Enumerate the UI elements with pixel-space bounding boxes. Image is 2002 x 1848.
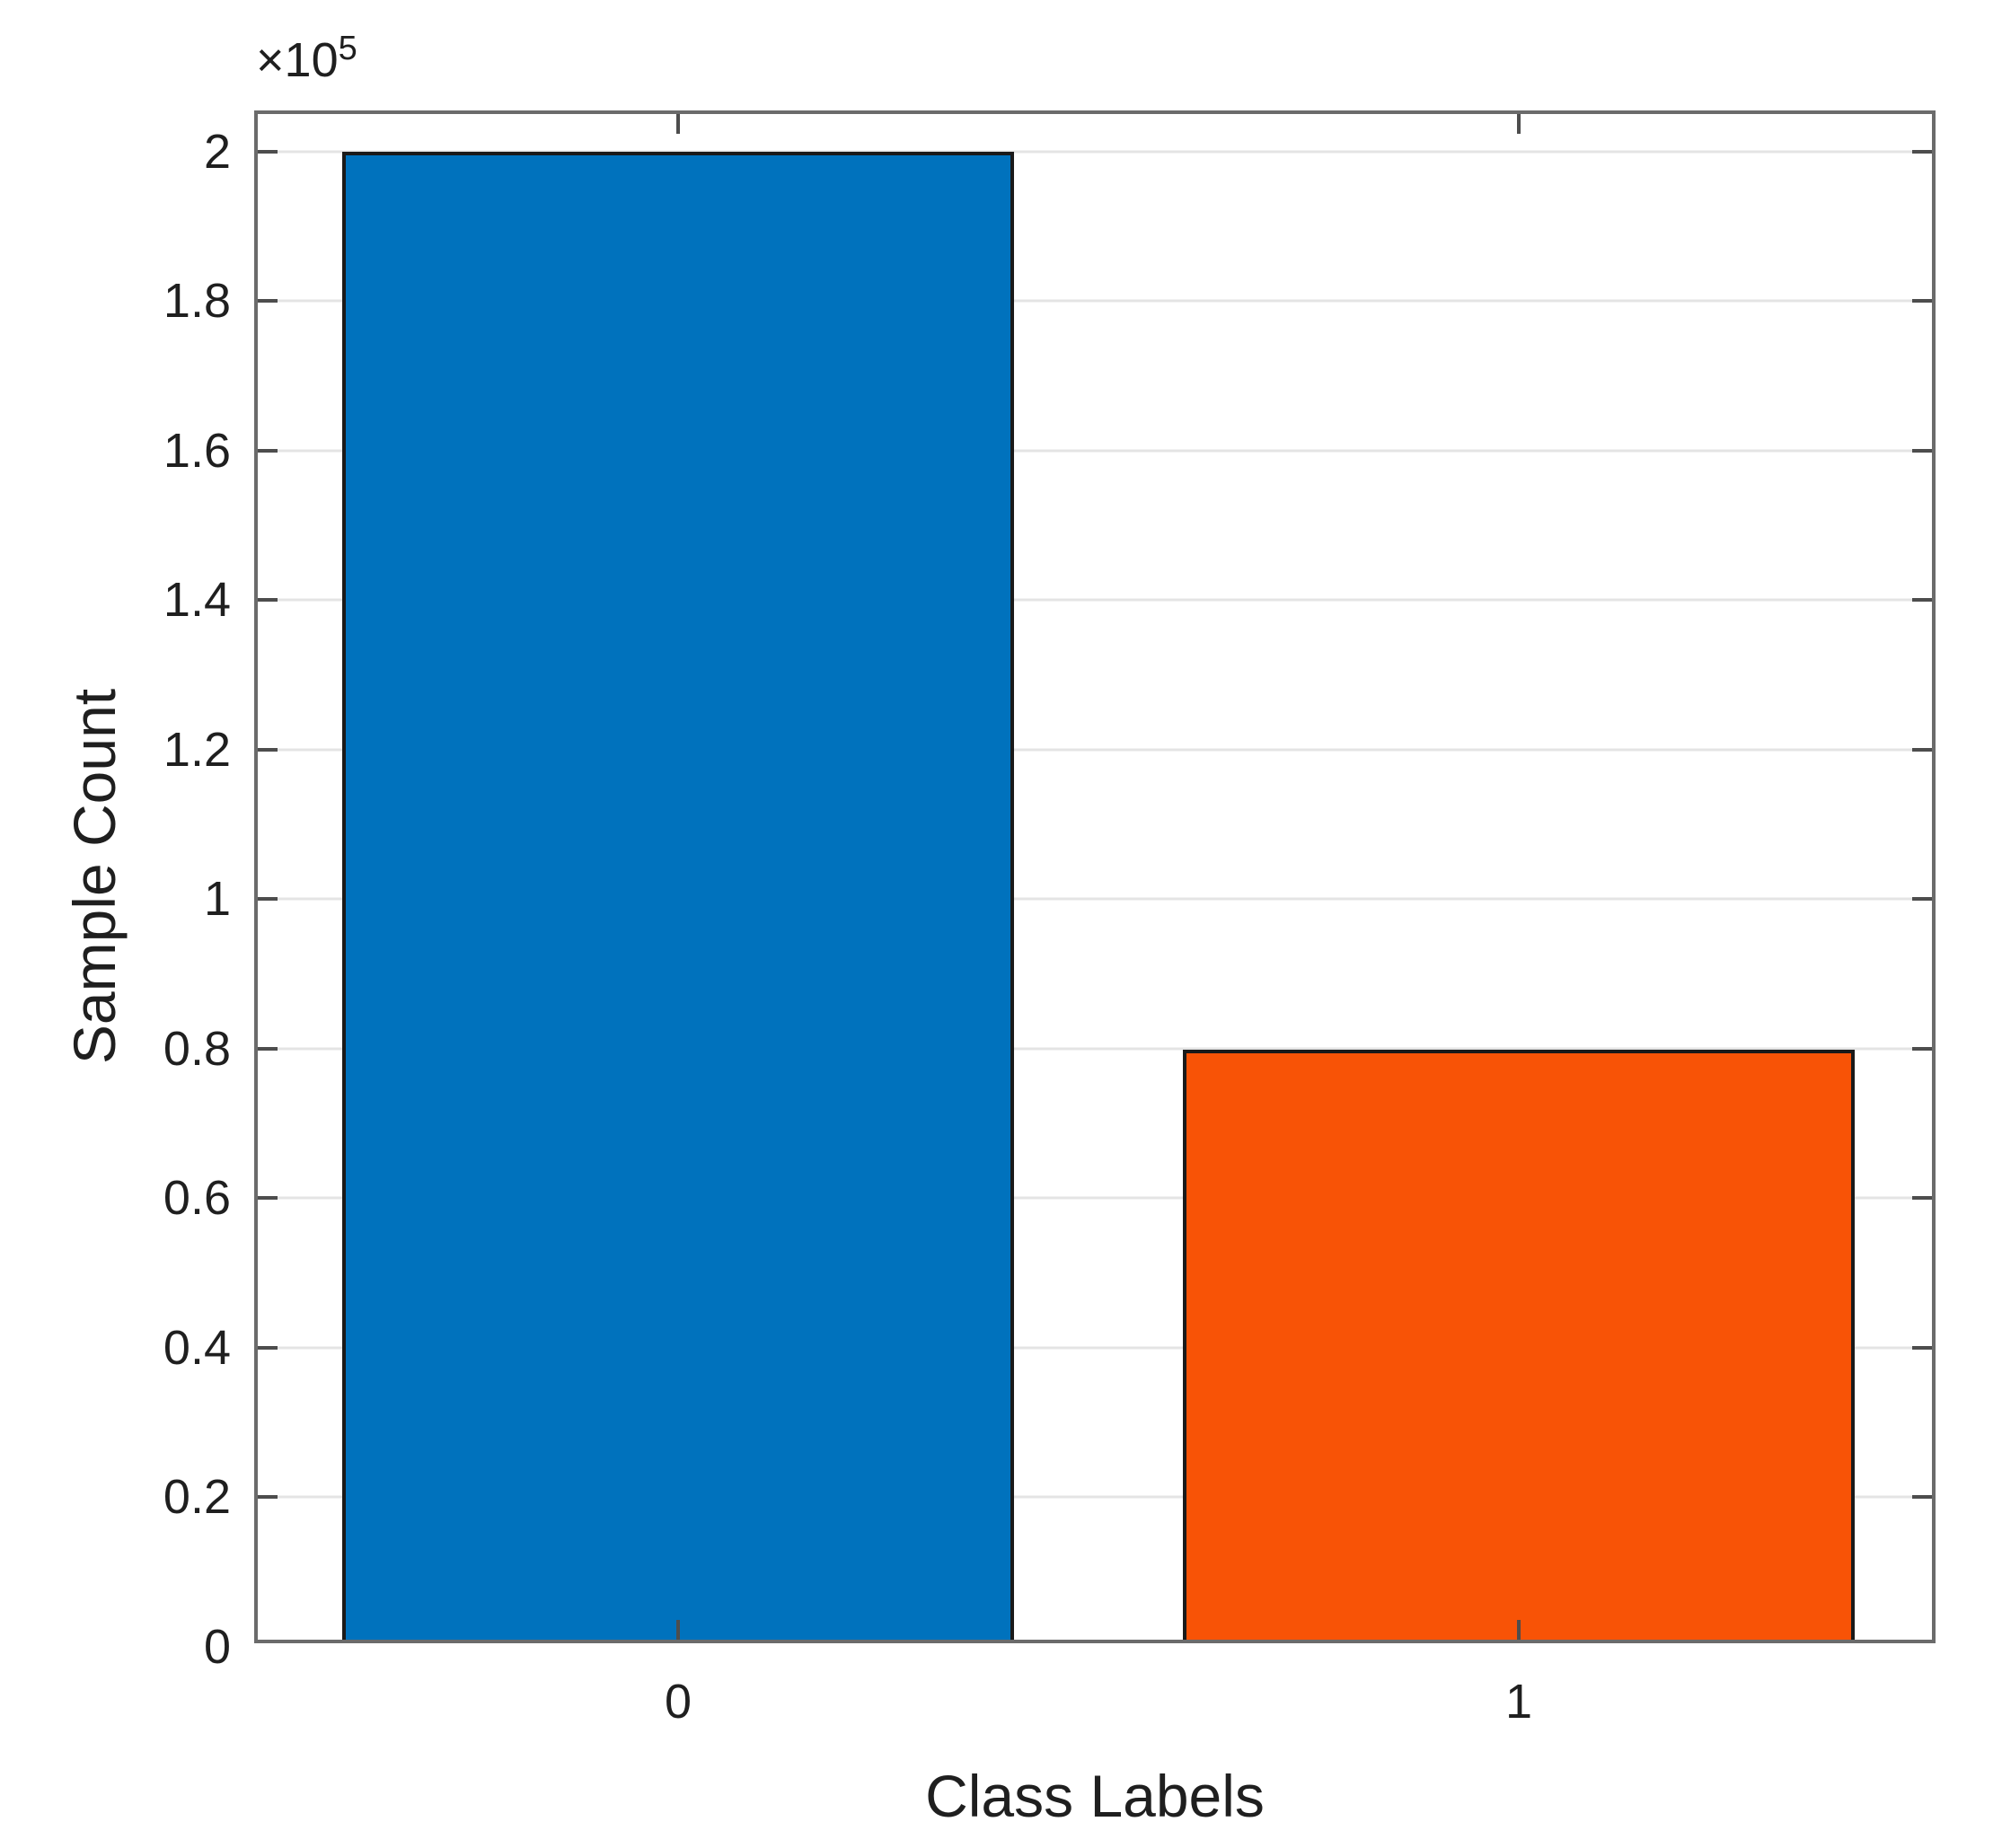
y-gridline [258, 299, 1932, 303]
y-gridline [258, 748, 1932, 752]
y-tick-mark-right [1912, 1196, 1932, 1201]
y-tick-mark-left [258, 747, 278, 752]
y-tick-mark-right [1912, 598, 1932, 603]
y-gridline [258, 1047, 1932, 1051]
y-tick-mark-left [258, 149, 278, 154]
x-tick-mark-bottom [676, 1620, 680, 1640]
y-tick-label: 0.8 [163, 1021, 231, 1076]
y-gridline [258, 150, 1932, 154]
y-axis-multiplier-base: ×10 [256, 33, 339, 87]
y-tick-mark-left [258, 1046, 278, 1051]
y-gridline [258, 1196, 1932, 1200]
x-tick-label: 0 [664, 1675, 692, 1729]
y-tick-label: 0 [203, 1620, 231, 1674]
bar-class-1 [1182, 1050, 1856, 1640]
y-gridline [258, 1346, 1932, 1350]
y-gridline [258, 449, 1932, 453]
y-tick-label: 2 [203, 124, 231, 179]
plot-area: 0 0.2 0.4 0.6 0.8 1 1.2 1.4 1.6 1.8 2 0 1 [163, 110, 1936, 1726]
y-tick-label: 0.2 [163, 1470, 231, 1525]
y-tick-label: 1.8 [163, 274, 231, 329]
y-tick-mark-right [1912, 1046, 1932, 1051]
y-tick-label: 0.4 [163, 1320, 231, 1375]
y-tick-label: 0.6 [163, 1171, 231, 1226]
x-tick-mark-top [676, 114, 680, 134]
y-tick-mark-left [258, 1495, 278, 1500]
y-axis-multiplier-exponent: 5 [338, 30, 357, 67]
y-gridline [258, 1495, 1932, 1499]
y-tick-mark-right [1912, 448, 1932, 453]
x-tick-mark-bottom [1517, 1620, 1521, 1640]
y-axis-label: Sample Count [61, 688, 128, 1065]
y-tick-mark-left [258, 1196, 278, 1201]
y-tick-mark-left [258, 448, 278, 453]
y-tick-mark-left [258, 299, 278, 304]
y-tick-mark-right [1912, 747, 1932, 752]
y-gridline [258, 897, 1932, 901]
y-tick-mark-right [1912, 897, 1932, 902]
bar-class-0 [341, 151, 1015, 1640]
y-tick-mark-right [1912, 1345, 1932, 1350]
y-tick-mark-right [1912, 299, 1932, 304]
x-tick-label: 1 [1504, 1675, 1533, 1729]
y-tick-label: 1.4 [163, 573, 231, 628]
y-tick-mark-right [1912, 1495, 1932, 1500]
y-tick-mark-right [1912, 149, 1932, 154]
x-tick-mark-top [1517, 114, 1521, 134]
y-gridline [258, 598, 1932, 602]
y-tick-label: 1.2 [163, 722, 231, 777]
y-tick-label: 1 [203, 872, 231, 927]
y-tick-mark-left [258, 897, 278, 902]
x-axis-label: Class Labels [925, 1763, 1265, 1829]
y-tick-label: 1.6 [163, 423, 231, 478]
y-axis-multiplier: ×105 [256, 30, 357, 87]
y-tick-mark-left [258, 598, 278, 603]
y-tick-mark-left [258, 1345, 278, 1350]
